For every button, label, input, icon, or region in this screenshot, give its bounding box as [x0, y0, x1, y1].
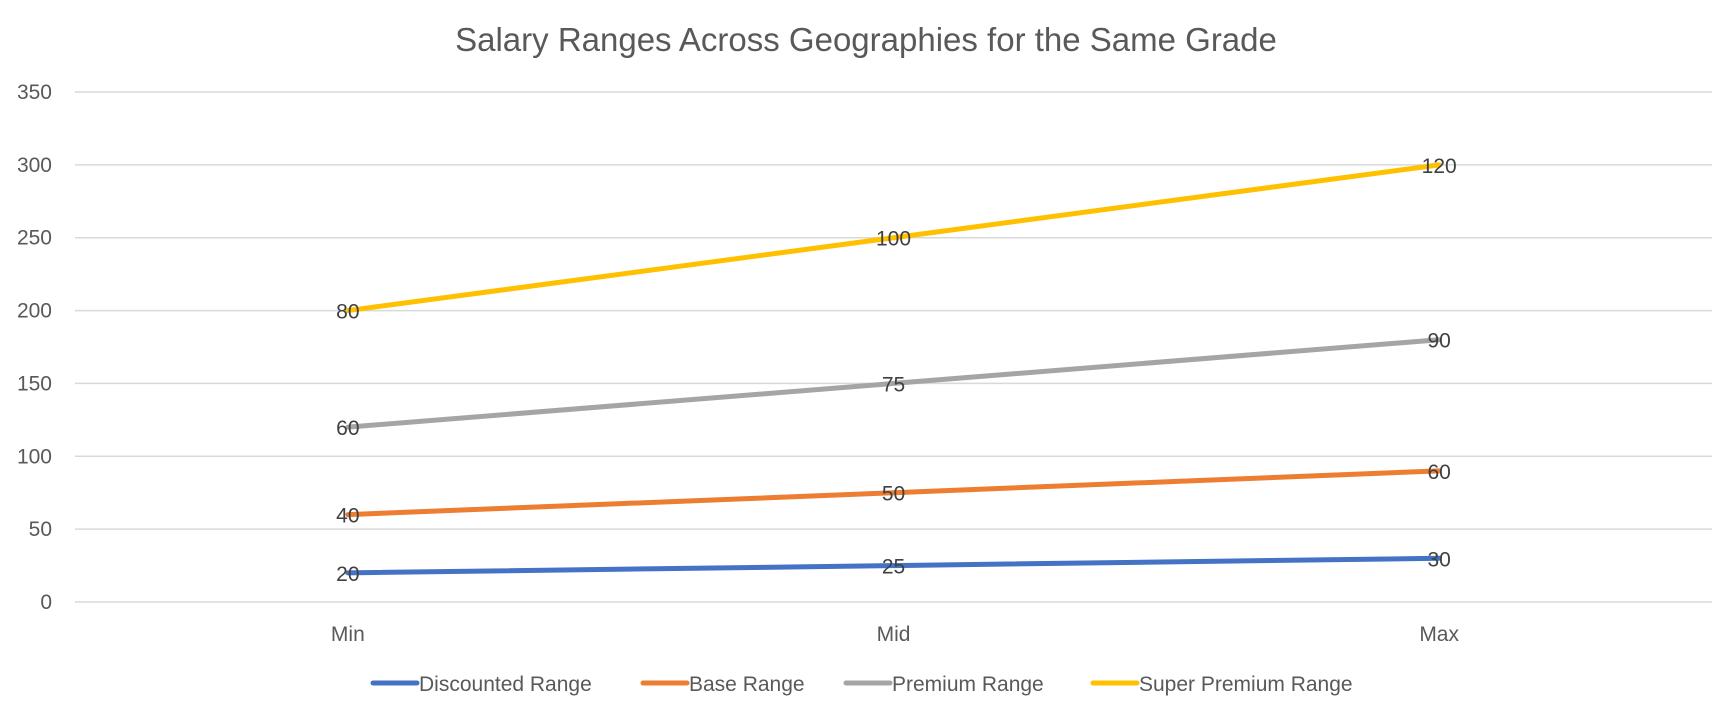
data-label: 50: [882, 483, 905, 506]
legend-label: Premium Range: [892, 673, 1044, 696]
series-line-premium-range: [345, 337, 1442, 430]
gridlines: [75, 91, 1712, 603]
legend-label: Base Range: [689, 673, 805, 696]
data-label: 60: [1427, 461, 1450, 484]
data-label: 100: [876, 228, 911, 251]
data-label: 60: [336, 417, 359, 440]
legend-label: Discounted Range: [419, 673, 592, 696]
chart-title: Salary Ranges Across Geographies for the…: [455, 21, 1277, 58]
data-label: 40: [336, 505, 359, 528]
x-axis-category-labels: Min Mid Max: [331, 623, 1460, 646]
y-tick-label: 150: [17, 372, 52, 395]
y-tick-label: 100: [17, 445, 52, 468]
data-label: 120: [1422, 155, 1457, 178]
data-label: 80: [336, 301, 359, 324]
legend: Discounted Range Base Range Premium Range S…: [370, 673, 1353, 696]
data-label: 75: [882, 373, 905, 396]
y-tick-label: 50: [29, 518, 52, 541]
y-tick-label: 0: [40, 591, 52, 614]
y-tick-label: 300: [17, 154, 52, 177]
series-line-discounted-range: [345, 555, 1442, 576]
y-tick-label: 200: [17, 300, 52, 323]
data-label: 30: [1427, 548, 1450, 571]
series-line-base-range: [345, 468, 1442, 518]
data-labels: 20 25 30 40 50 60 60 75 90 80 100 120: [336, 155, 1457, 586]
series-lines: [345, 162, 1442, 576]
x-category-label: Max: [1419, 623, 1459, 646]
data-label: 20: [336, 563, 359, 586]
data-label: 90: [1427, 330, 1450, 353]
series-line-super-premium-range: [345, 162, 1442, 314]
legend-label: Super Premium Range: [1139, 673, 1353, 696]
data-label: 25: [882, 556, 905, 579]
y-axis-tick-labels: 0 50 100 150 200 250 300 350: [17, 81, 52, 614]
x-category-label: Min: [331, 623, 365, 646]
x-category-label: Mid: [877, 623, 911, 646]
y-tick-label: 350: [17, 81, 52, 104]
y-tick-label: 250: [17, 227, 52, 250]
